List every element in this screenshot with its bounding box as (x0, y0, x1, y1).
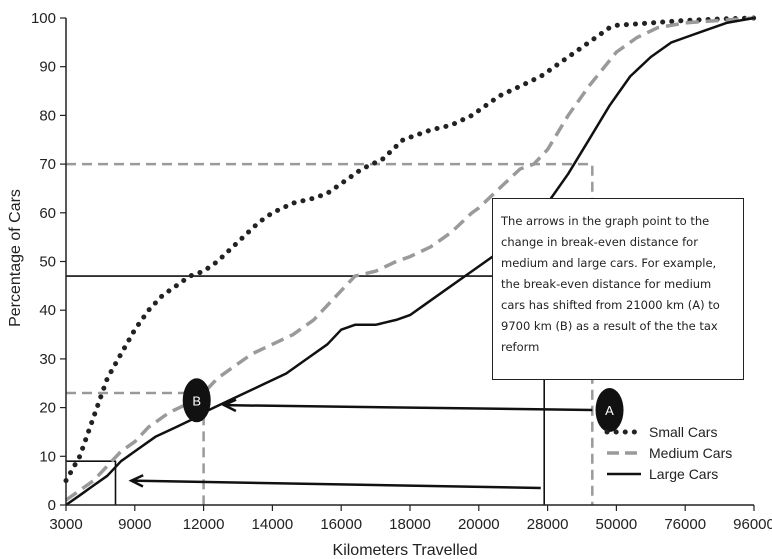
series-line-large-cars (65, 16, 755, 507)
y-tick-label-0: 0 (48, 497, 56, 514)
marker-b (182, 378, 211, 423)
legend: Small Cars Medium Cars Large Cars (604, 424, 732, 482)
legend-label-medium-cars: Medium Cars (649, 445, 732, 461)
x-tick-label-2: 12000 (183, 516, 225, 533)
reference-line-1 (66, 391, 205, 505)
y-tick-label-80: 80 (39, 107, 56, 124)
axes: 0 10 20 30 40 50 60 70 80 90 100 3000 9000 12000 14000… (31, 10, 772, 533)
reference-line-2 (66, 275, 545, 505)
x-tick-label-3: 14000 (252, 516, 294, 533)
legend-label-small-cars: Small Cars (649, 424, 717, 440)
marker-label-b: B (192, 393, 201, 408)
y-tick-label-50: 50 (39, 254, 56, 271)
arrow-shaft-0 (224, 403, 593, 412)
x-tick-label-9: 76000 (664, 516, 706, 533)
arrow-head-1 (128, 474, 144, 488)
arrow-layer (128, 398, 593, 490)
y-tick-label-10: 10 (39, 448, 56, 465)
marker-layer: AB (182, 378, 624, 433)
annotation-box: The arrows in the graph point to the cha… (492, 198, 744, 380)
y-tick-label-90: 90 (39, 59, 56, 76)
x-axis-title: Kilometers Travelled (333, 542, 478, 559)
x-tick-label-10: 96000 (733, 516, 772, 533)
x-tick-label-6: 20000 (458, 516, 500, 533)
legend-label-large-cars: Large Cars (649, 466, 718, 482)
x-tick-label-4: 16000 (320, 516, 362, 533)
marker-a (595, 388, 624, 433)
x-tick-label-5: 18000 (389, 516, 431, 533)
y-tick-label-70: 70 (39, 156, 56, 173)
reference-line-0 (66, 162, 594, 505)
y-tick-label-20: 20 (39, 400, 56, 417)
y-axis-title: Percentage of Cars (7, 189, 24, 327)
y-tick-label-100: 100 (31, 10, 56, 27)
arrow-shaft-1 (131, 479, 541, 490)
arrow-head-0 (221, 398, 237, 413)
reference-line-3 (66, 460, 117, 505)
x-tick-label-0: 3000 (49, 516, 82, 533)
marker-label-a: A (605, 403, 614, 418)
y-tick-label-30: 30 (39, 351, 56, 368)
x-tick-label-8: 50000 (596, 516, 638, 533)
x-tick-label-1: 9000 (118, 516, 151, 533)
x-tick-label-7: 28000 (527, 516, 569, 533)
y-tick-label-40: 40 (39, 302, 56, 319)
series-layer (63, 15, 757, 507)
y-tick-label-60: 60 (39, 205, 56, 222)
